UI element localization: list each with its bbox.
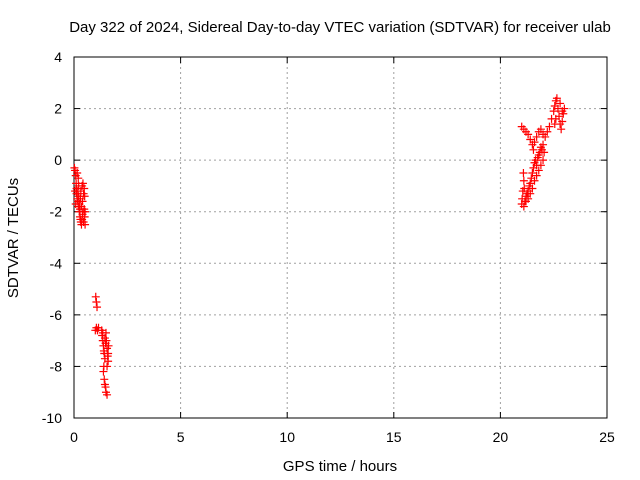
- data-point: [521, 197, 530, 206]
- data-point: [536, 125, 545, 134]
- data-point: [81, 220, 90, 229]
- data-point: [73, 169, 82, 178]
- y-axis-label: SDTVAR / TECUs: [5, 178, 22, 298]
- x-axis-tick-labels: 0 5 10 15 20 25: [70, 429, 615, 445]
- data-point: [540, 148, 549, 157]
- data-point: [104, 349, 113, 358]
- data-point: [74, 174, 83, 183]
- data-point: [524, 130, 533, 139]
- data-point: [519, 202, 528, 211]
- data-point: [104, 341, 113, 350]
- y-tick-label: -6: [50, 307, 63, 323]
- x-tick-label: 15: [386, 429, 402, 445]
- data-point: [81, 207, 90, 216]
- x-tick-label: 0: [70, 429, 78, 445]
- data-point: [550, 120, 559, 129]
- data-point: [526, 179, 535, 188]
- data-point: [519, 169, 528, 178]
- y-tick-label: 4: [54, 49, 62, 65]
- data-point: [526, 189, 535, 198]
- y-tick-label: -2: [50, 204, 63, 220]
- data-point: [549, 107, 558, 116]
- data-point: [532, 171, 541, 180]
- data-point: [557, 125, 566, 134]
- data-point: [558, 107, 567, 116]
- data-point: [539, 140, 548, 149]
- data-point: [98, 328, 107, 337]
- data-point: [93, 303, 102, 312]
- data-point: [80, 192, 89, 201]
- y-tick-label: -10: [42, 410, 62, 426]
- data-point: [92, 297, 101, 306]
- data-point: [104, 357, 113, 366]
- data-point: [71, 187, 80, 196]
- data-point: [552, 94, 561, 103]
- data-point: [80, 184, 89, 193]
- y-tick-label: 2: [54, 101, 62, 117]
- data-point: [530, 138, 539, 147]
- y-tick-label: 0: [54, 152, 62, 168]
- data-point: [545, 122, 554, 131]
- data-point: [556, 99, 565, 108]
- data-point: [78, 197, 87, 206]
- x-tick-label: 25: [599, 429, 615, 445]
- data-point: [543, 127, 552, 136]
- data-point: [99, 367, 108, 376]
- data-points: [70, 94, 569, 399]
- data-point: [526, 135, 535, 144]
- data-point: [100, 334, 109, 343]
- data-point: [551, 114, 560, 123]
- data-point: [103, 390, 112, 399]
- data-point: [536, 161, 545, 170]
- data-point: [519, 176, 528, 185]
- data-point: [528, 184, 537, 193]
- data-point: [529, 145, 538, 154]
- data-point: [103, 362, 112, 371]
- x-tick-label: 10: [279, 429, 295, 445]
- y-tick-label: -8: [50, 358, 63, 374]
- y-tick-label: -4: [50, 255, 63, 271]
- data-point: [91, 292, 100, 301]
- data-point: [100, 375, 109, 384]
- data-point: [78, 179, 87, 188]
- x-axis-label: GPS time / hours: [283, 458, 397, 475]
- grid-lines: [74, 57, 607, 418]
- data-point: [528, 169, 537, 178]
- data-point: [530, 176, 539, 185]
- y-axis-tick-labels: -10 -8 -6 -4 -2 0 2 4: [42, 49, 62, 426]
- data-point: [541, 132, 550, 141]
- chart-title: Day 322 of 2024, Sidereal Day-to-day VTE…: [69, 19, 611, 36]
- axis-ticks: [73, 56, 608, 419]
- data-point: [534, 166, 543, 175]
- data-point: [558, 117, 567, 126]
- plot-frame: [73, 56, 608, 419]
- x-tick-label: 20: [493, 429, 509, 445]
- data-point: [532, 132, 541, 141]
- x-tick-label: 5: [177, 429, 185, 445]
- data-point: [71, 199, 80, 208]
- data-point: [539, 156, 548, 165]
